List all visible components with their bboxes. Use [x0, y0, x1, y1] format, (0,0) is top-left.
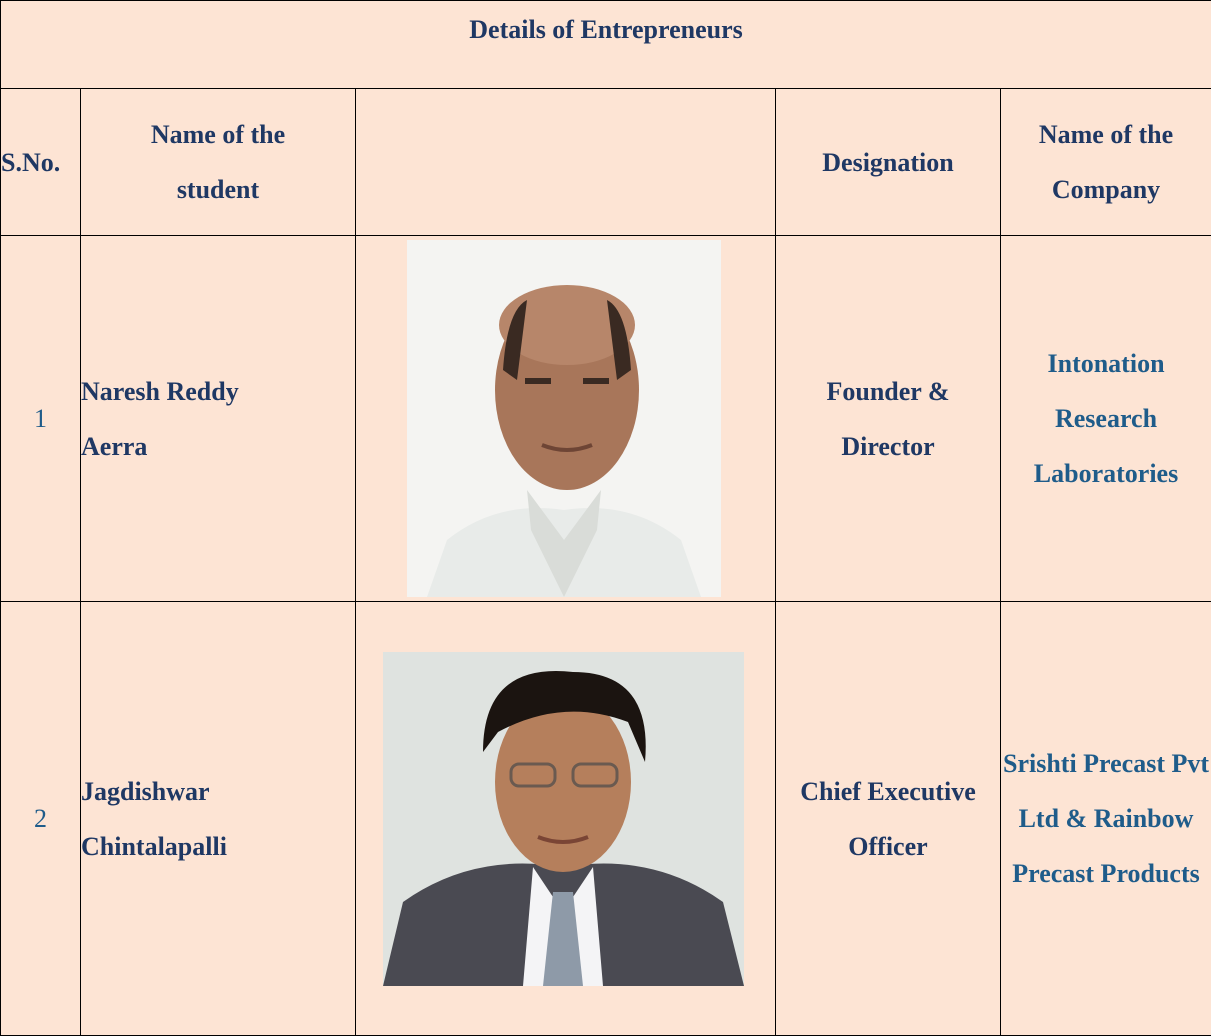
company-name: Intonation Research Laboratories	[999, 235, 1211, 602]
photo-cell	[355, 235, 776, 602]
photo	[383, 651, 744, 986]
student-name: Naresh Reddy Aerra	[80, 235, 356, 602]
serial-number: 1	[0, 235, 81, 602]
student-name: Jagdishwar Chintalapalli	[80, 601, 356, 1036]
header-cell: Name of the Company	[999, 88, 1211, 236]
photo	[407, 240, 721, 597]
designation: Founder & Director	[775, 235, 1001, 602]
header-cell: S.No.	[0, 88, 81, 236]
company-name: Srishti Precast Pvt Ltd & Rainbow Precas…	[999, 601, 1211, 1036]
header-cell: Name of the student	[80, 88, 356, 236]
designation: Chief Executive Officer	[775, 601, 1001, 1036]
photo-cell	[355, 601, 776, 1036]
header-cell: Designation	[775, 88, 1001, 236]
table-title: Details of Entrepreneurs	[0, 0, 1211, 89]
header-cell	[355, 88, 776, 236]
serial-number: 2	[0, 601, 81, 1036]
